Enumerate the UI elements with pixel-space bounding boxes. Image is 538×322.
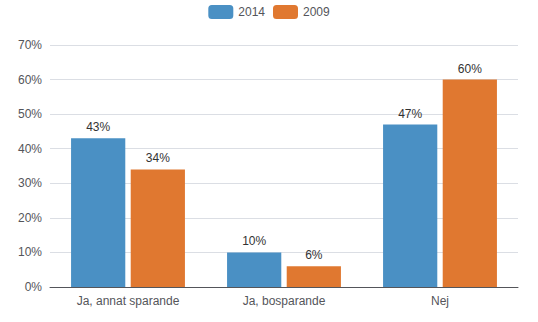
svg-text:6%: 6%: [305, 248, 323, 262]
svg-text:Nej: Nej: [431, 294, 449, 308]
svg-text:Ja, bosparande: Ja, bosparande: [243, 294, 326, 308]
svg-text:34%: 34%: [146, 151, 170, 165]
svg-text:60%: 60%: [18, 73, 42, 87]
svg-text:2009: 2009: [303, 5, 330, 19]
svg-text:0%: 0%: [25, 280, 43, 294]
svg-text:10%: 10%: [242, 234, 266, 248]
svg-text:2014: 2014: [238, 5, 265, 19]
svg-text:20%: 20%: [18, 211, 42, 225]
svg-text:43%: 43%: [86, 120, 110, 134]
svg-text:47%: 47%: [398, 107, 422, 121]
svg-text:50%: 50%: [18, 107, 42, 121]
svg-text:Ja, annat sparande: Ja, annat sparande: [77, 294, 180, 308]
svg-text:60%: 60%: [458, 62, 482, 76]
svg-text:40%: 40%: [18, 142, 42, 156]
svg-text:30%: 30%: [18, 176, 42, 190]
svg-text:70%: 70%: [18, 38, 42, 52]
svg-text:10%: 10%: [18, 245, 42, 259]
